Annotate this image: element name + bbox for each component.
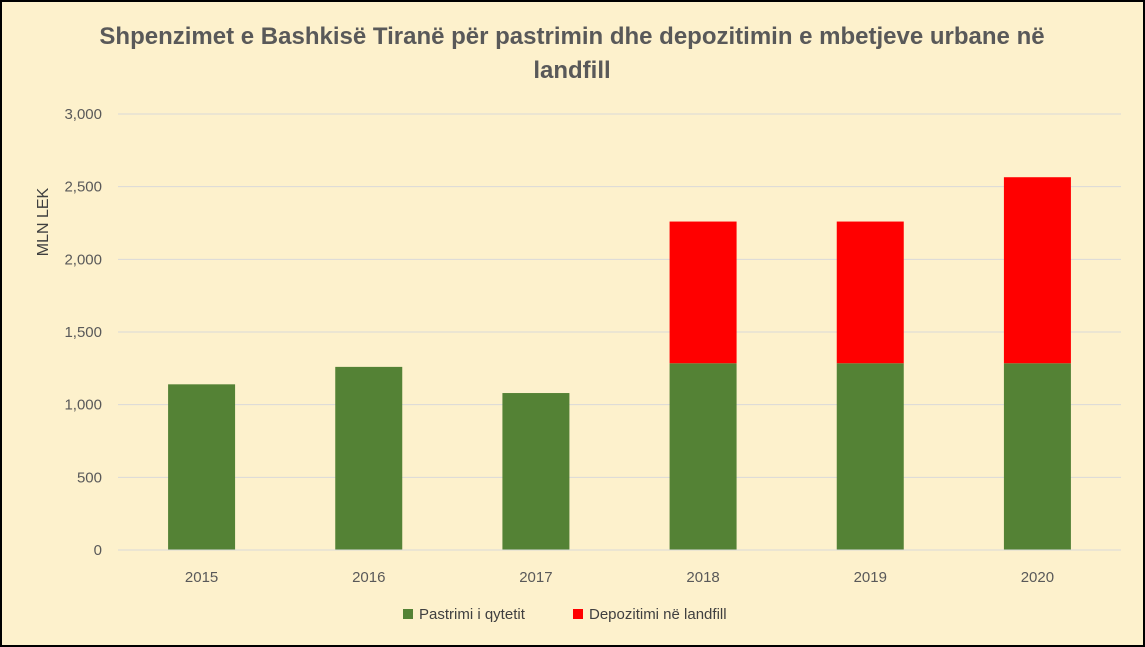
x-tick-label: 2017 bbox=[519, 569, 552, 586]
bar-2018-series-1 bbox=[669, 221, 737, 364]
x-tick-label: 2018 bbox=[686, 569, 719, 586]
chart-title: Shpenzimet e Bashkisë Tiranë për pastrim… bbox=[99, 23, 1045, 84]
legend-label-1: Depozitimi në landfill bbox=[589, 606, 727, 623]
x-tick-label: 2016 bbox=[352, 569, 385, 586]
y-tick-label: 3,000 bbox=[64, 106, 102, 123]
y-tick-label: 0 bbox=[94, 542, 102, 559]
y-tick-label: 1,000 bbox=[64, 397, 102, 414]
legend-swatch-1 bbox=[573, 609, 583, 619]
legend-label-0: Pastrimi i qytetit bbox=[419, 606, 526, 623]
x-tick-label: 2019 bbox=[854, 569, 887, 586]
bar-2015-series-0 bbox=[168, 384, 236, 550]
y-tick-labels: 0 500 1,000 1,500 2,000 2,500 3,000 bbox=[64, 106, 102, 559]
x-tick-label: 2015 bbox=[185, 569, 218, 586]
y-tick-label: 2,500 bbox=[64, 179, 102, 196]
y-tick-label: 1,500 bbox=[64, 324, 102, 341]
bar-2019-series-1 bbox=[836, 221, 904, 364]
x-tick-labels: 2015 2016 2017 2018 2019 2020 bbox=[185, 569, 1054, 586]
y-tick-label: 2,000 bbox=[64, 251, 102, 268]
gridlines bbox=[118, 113, 1121, 478]
bar-2019-series-0 bbox=[836, 363, 904, 550]
bar-2020-series-0 bbox=[1003, 363, 1071, 550]
legend-swatch-0 bbox=[403, 609, 413, 619]
bars bbox=[168, 177, 1071, 550]
bar-2017-series-0 bbox=[502, 393, 570, 550]
legend: Pastrimi i qytetit Depozitimi në landfill bbox=[403, 606, 727, 623]
bar-2016-series-0 bbox=[335, 366, 403, 550]
x-tick-label: 2020 bbox=[1021, 569, 1054, 586]
y-tick-label: 500 bbox=[77, 469, 102, 486]
bar-2018-series-0 bbox=[669, 363, 737, 550]
bar-2020-series-1 bbox=[1003, 177, 1071, 364]
y-axis-label: MLN LEK bbox=[35, 187, 52, 256]
